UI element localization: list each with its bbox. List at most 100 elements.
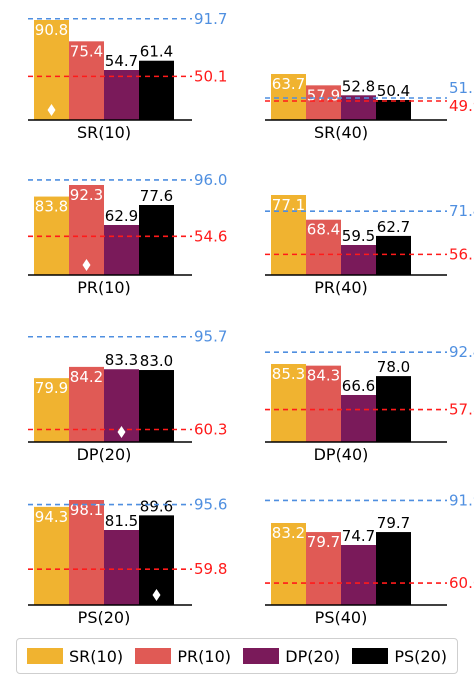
legend-item-sr10: SR(10) xyxy=(27,647,123,666)
upper-ref-label: 51.2 xyxy=(449,79,474,97)
legend-swatch-ps20 xyxy=(352,648,389,664)
upper-ref-label: 95.7 xyxy=(194,328,227,346)
bar-pr40-0 xyxy=(271,195,306,275)
lower-ref-label: 49.9 xyxy=(449,97,474,115)
bar-value-label: 54.7 xyxy=(105,52,138,70)
bar-sr40-0 xyxy=(271,74,306,120)
bar-value-label: 68.4 xyxy=(307,221,340,239)
best-marker-icon xyxy=(47,104,56,116)
bar-pr40-1 xyxy=(306,219,341,275)
lower-ref-label: 60.3 xyxy=(194,421,227,439)
lower-ref-label: 59.8 xyxy=(194,560,227,578)
bar-value-label: 66.6 xyxy=(342,377,375,395)
legend-item-dp20: DP(20) xyxy=(243,647,340,666)
best-marker-icon xyxy=(117,426,126,438)
bar-value-label: 79.9 xyxy=(35,379,68,397)
bar-pr10-3 xyxy=(139,205,174,275)
bar-sr40-1 xyxy=(306,85,341,120)
legend-item-ps20: PS(20) xyxy=(352,647,447,666)
bar-pr40-2 xyxy=(341,245,376,275)
bar-value-label: 84.2 xyxy=(70,368,103,386)
bar-value-label: 77.1 xyxy=(272,196,305,214)
x-tick-label: DP(40) xyxy=(314,445,369,464)
bar-ps20-0 xyxy=(34,506,69,605)
chart-legend: SR(10) PR(10) DP(20) PS(20) xyxy=(16,638,458,674)
bar-value-label: 85.3 xyxy=(272,365,305,383)
bar-sr10-1 xyxy=(69,41,104,121)
legend-swatch-sr10 xyxy=(27,648,63,664)
bar-value-label: 79.7 xyxy=(307,533,340,551)
bar-value-label: 77.6 xyxy=(140,187,173,205)
upper-ref-label: 71.4 xyxy=(449,202,474,220)
bar-value-label: 62.9 xyxy=(105,207,138,225)
bar-pr40-3 xyxy=(376,235,411,275)
best-marker-icon xyxy=(152,589,161,601)
x-tick-label: PR(40) xyxy=(314,278,368,297)
bar-sr10-3 xyxy=(139,60,174,120)
legend-label-ps20: PS(20) xyxy=(394,646,447,666)
bar-sr40-3 xyxy=(376,100,411,120)
bar-value-label: 83.8 xyxy=(35,198,68,216)
bar-ps40-0 xyxy=(271,523,306,605)
upper-ref-label: 92.4 xyxy=(449,343,474,361)
bar-value-label: 83.2 xyxy=(272,524,305,542)
x-tick-label: SR(40) xyxy=(314,123,368,142)
bar-value-label: 59.5 xyxy=(342,227,375,245)
best-marker-icon xyxy=(82,259,91,271)
legend-label-sr10: SR(10) xyxy=(69,646,124,666)
x-tick-label: PS(20) xyxy=(78,608,131,627)
bar-value-label: 61.4 xyxy=(140,43,173,61)
bar-ps20-1 xyxy=(69,500,104,605)
x-tick-label: DP(20) xyxy=(77,445,132,464)
upper-ref-label: 91.9 xyxy=(449,491,474,509)
bar-value-label: 63.7 xyxy=(272,75,305,93)
bar-value-label: 62.7 xyxy=(377,218,410,236)
legend-swatch-dp20 xyxy=(243,648,280,664)
bar-value-label: 92.3 xyxy=(70,186,103,204)
x-tick-label: PS(40) xyxy=(315,608,368,627)
lower-ref-label: 56.2 xyxy=(449,245,474,263)
x-tick-label: PR(10) xyxy=(77,278,131,297)
bar-value-label: 84.3 xyxy=(307,367,340,385)
bar-dp20-3 xyxy=(139,370,174,442)
bar-value-label: 83.0 xyxy=(140,352,173,370)
bar-value-label: 79.7 xyxy=(377,514,410,532)
legend-item-pr10: PR(10) xyxy=(135,647,231,666)
bar-value-label: 57.9 xyxy=(307,86,340,104)
bar-value-label: 78.0 xyxy=(377,358,410,376)
lower-ref-label: 50.1 xyxy=(194,67,227,85)
bar-pr10-2 xyxy=(104,225,139,275)
bar-dp40-2 xyxy=(341,395,376,442)
bar-value-label: 89.6 xyxy=(140,497,173,515)
bar-dp40-0 xyxy=(271,364,306,442)
legend-swatch-pr10 xyxy=(135,648,172,664)
x-tick-label: SR(10) xyxy=(77,123,131,142)
bar-sr10-2 xyxy=(104,70,139,120)
upper-ref-label: 95.6 xyxy=(194,496,227,514)
bar-ps40-2 xyxy=(341,545,376,605)
bar-ps40-3 xyxy=(376,532,411,605)
upper-ref-label: 96.0 xyxy=(194,171,227,189)
bar-sr40-2 xyxy=(341,95,376,120)
lower-ref-label: 60.0 xyxy=(449,574,474,592)
bar-value-label: 94.3 xyxy=(35,508,68,526)
upper-ref-label: 91.7 xyxy=(194,10,227,28)
bar-value-label: 81.5 xyxy=(105,512,138,530)
bar-value-label: 83.3 xyxy=(105,351,138,369)
bar-value-label: 90.8 xyxy=(35,21,68,39)
bar-value-label: 98.1 xyxy=(70,501,103,519)
lower-ref-label: 57.8 xyxy=(449,401,474,419)
bar-value-label: 50.4 xyxy=(377,82,410,100)
bar-ps40-1 xyxy=(306,532,341,605)
legend-label-dp20: DP(20) xyxy=(285,646,341,666)
legend-label-pr10: PR(10) xyxy=(177,646,231,666)
bar-ps20-2 xyxy=(104,530,139,605)
bar-value-label: 52.8 xyxy=(342,77,375,95)
bar-value-label: 75.4 xyxy=(70,42,103,60)
bar-dp20-0 xyxy=(34,378,69,442)
chart-figure: 90.875.454.761.4 91.7 50.1 SR(10) 63.757.952… xyxy=(28,10,474,627)
bar-sr10-0 xyxy=(34,20,69,120)
lower-ref-label: 54.6 xyxy=(194,227,227,245)
bar-dp40-1 xyxy=(306,365,341,442)
bar-value-label: 74.7 xyxy=(342,527,375,545)
